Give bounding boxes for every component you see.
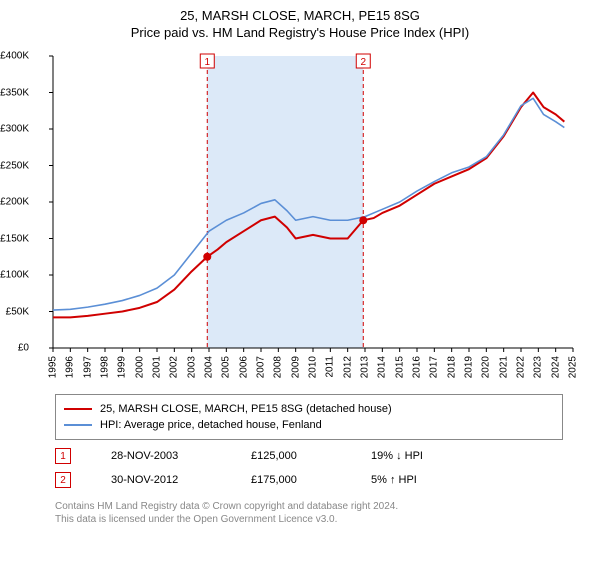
sale-badge: 1	[55, 448, 71, 464]
xtick-label: 1997	[82, 356, 93, 378]
xtick-label: 2010	[308, 356, 319, 378]
ytick-label: £0	[18, 343, 29, 354]
legend-row-2: HPI: Average price, detached house, Fenl…	[64, 417, 554, 433]
footer: Contains HM Land Registry data © Crown c…	[55, 500, 600, 526]
xtick-label: 2016	[412, 356, 423, 378]
xtick-label: 2003	[186, 356, 197, 378]
xtick-label: 2013	[360, 356, 371, 378]
ytick-label: £50K	[6, 306, 29, 317]
sale-row: 1 28-NOV-2003 £125,000 19% ↓ HPI	[55, 448, 600, 464]
svg-text:1: 1	[204, 57, 210, 68]
legend: 25, MARSH CLOSE, MARCH, PE15 8SG (detach…	[55, 394, 563, 440]
xtick-label: 2000	[134, 356, 145, 378]
xtick-label: 2019	[464, 356, 475, 378]
xtick-label: 2023	[533, 356, 544, 378]
xtick-label: 1998	[100, 356, 111, 378]
xtick-label: 1995	[48, 356, 59, 378]
xtick-label: 2011	[325, 356, 336, 378]
chart-subtitle: Price paid vs. HM Land Registry's House …	[0, 25, 600, 40]
xtick-label: 1999	[117, 356, 128, 378]
sale-row: 2 30-NOV-2012 £175,000 5% ↑ HPI	[55, 472, 600, 488]
xtick-label: 2008	[273, 356, 284, 378]
xtick-label: 2022	[516, 356, 527, 378]
ytick-label: £300K	[0, 124, 29, 135]
legend-swatch-2	[64, 424, 92, 426]
ytick-label: £350K	[0, 87, 29, 98]
xtick-label: 2020	[481, 356, 492, 378]
svg-text:2: 2	[360, 57, 366, 68]
sale-date: 30-NOV-2012	[111, 474, 211, 486]
xtick-label: 2005	[221, 356, 232, 378]
xtick-label: 2015	[394, 356, 405, 378]
ytick-label: £400K	[0, 51, 29, 62]
chart-title: 25, MARSH CLOSE, MARCH, PE15 8SG	[0, 8, 600, 23]
xtick-label: 2004	[204, 356, 215, 378]
xtick-label: 2014	[377, 356, 388, 378]
xtick-label: 2024	[550, 356, 561, 378]
xtick-label: 2007	[256, 356, 267, 378]
sale-diff: 19% ↓ HPI	[371, 450, 423, 462]
ytick-label: £250K	[0, 160, 29, 171]
sale-badge: 2	[55, 472, 71, 488]
legend-label-2: HPI: Average price, detached house, Fenl…	[100, 417, 322, 433]
xtick-label: 2017	[429, 356, 440, 378]
xtick-label: 2006	[238, 356, 249, 378]
legend-label-1: 25, MARSH CLOSE, MARCH, PE15 8SG (detach…	[100, 401, 392, 417]
ytick-label: £200K	[0, 197, 29, 208]
footer-line-1: Contains HM Land Registry data © Crown c…	[55, 500, 600, 513]
xtick-label: 1996	[65, 356, 76, 378]
sale-price: £175,000	[251, 474, 331, 486]
footer-line-2: This data is licensed under the Open Gov…	[55, 513, 600, 526]
xtick-label: 2001	[152, 356, 163, 378]
xtick-label: 2012	[342, 356, 353, 378]
ytick-label: £100K	[0, 270, 29, 281]
xtick-label: 2009	[290, 356, 301, 378]
sale-price: £125,000	[251, 450, 331, 462]
sale-date: 28-NOV-2003	[111, 450, 211, 462]
chart-svg: 12	[33, 46, 593, 386]
chart-area: 12 £0£50K£100K£150K£200K£250K£300K£350K£…	[33, 46, 593, 386]
ytick-label: £150K	[0, 233, 29, 244]
xtick-label: 2025	[568, 356, 579, 378]
xtick-label: 2021	[498, 356, 509, 378]
legend-row-1: 25, MARSH CLOSE, MARCH, PE15 8SG (detach…	[64, 401, 554, 417]
sale-diff: 5% ↑ HPI	[371, 474, 417, 486]
xtick-label: 2002	[169, 356, 180, 378]
legend-swatch-1	[64, 408, 92, 410]
xtick-label: 2018	[446, 356, 457, 378]
